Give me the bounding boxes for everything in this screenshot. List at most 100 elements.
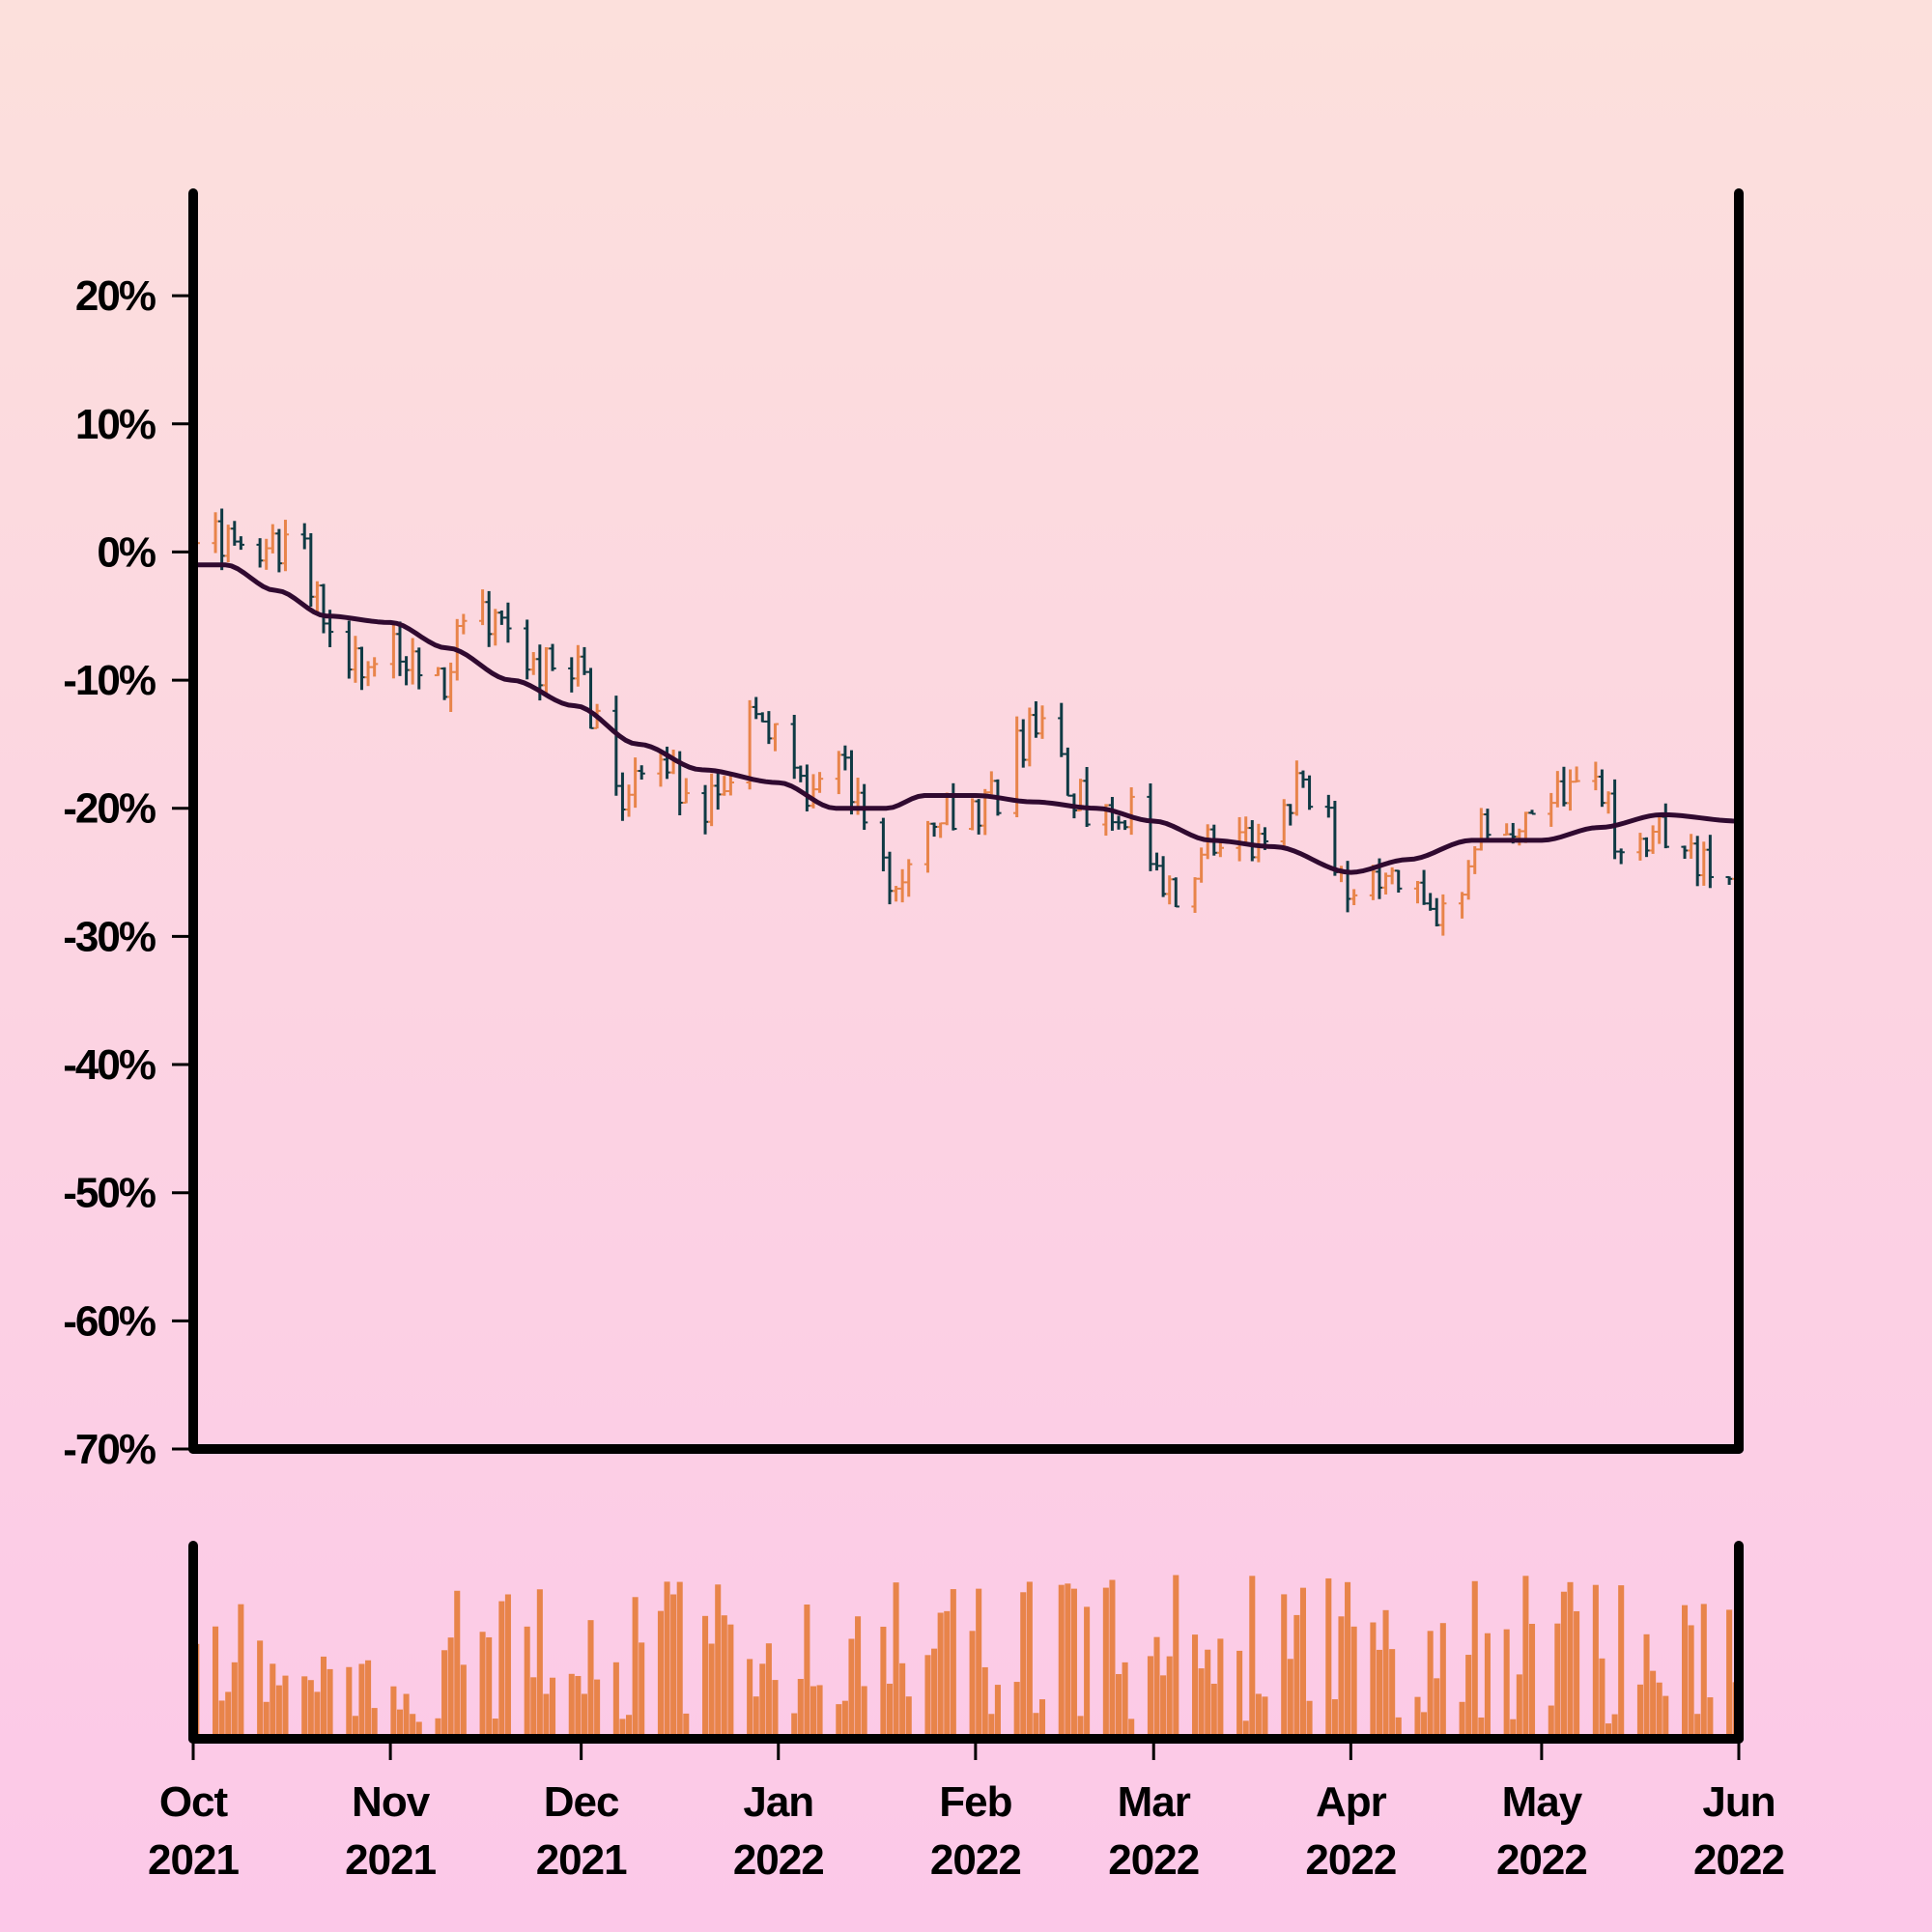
volume-bar	[1478, 1717, 1485, 1739]
volume-bar	[1210, 1684, 1217, 1739]
volume-bar	[1427, 1631, 1434, 1739]
volume-bar	[1077, 1716, 1084, 1739]
volume-bar	[479, 1632, 486, 1739]
ohlc-bar	[549, 643, 556, 671]
ohlc-bar	[300, 523, 308, 550]
volume-bar	[575, 1675, 582, 1739]
volume-bar	[804, 1604, 810, 1739]
volume-bar	[708, 1643, 715, 1739]
ohlc-bar	[803, 764, 811, 811]
ohlc-bar	[1464, 860, 1472, 900]
ohlc-bar	[1636, 833, 1644, 861]
volume-bar	[905, 1696, 912, 1739]
volume-bar	[1020, 1592, 1027, 1739]
x-tick-label-year: 2022	[930, 1836, 1021, 1884]
volume-bar	[664, 1581, 670, 1739]
volume-bar	[619, 1719, 626, 1739]
volume-bar	[1650, 1670, 1657, 1739]
x-tick-label-month: Mar	[1118, 1778, 1191, 1826]
ohlc-bar	[1058, 702, 1065, 757]
x-tick-label-year: 2022	[1496, 1836, 1587, 1884]
volume-bar	[1262, 1696, 1268, 1739]
ohlc-bar	[1147, 782, 1154, 871]
volume-bar	[1694, 1714, 1701, 1739]
ohlc-bar	[714, 771, 722, 810]
volume-bar	[1236, 1650, 1243, 1739]
volume-bar	[816, 1685, 823, 1739]
y-tick-label: -70%	[63, 1426, 156, 1473]
volume-bar	[1065, 1583, 1071, 1739]
ohlc-bar	[1127, 787, 1135, 836]
ohlc-bar	[586, 668, 595, 729]
volume-bar	[1115, 1673, 1122, 1739]
ohlc-bar	[612, 696, 620, 796]
volume-bar	[492, 1719, 498, 1739]
ohlc-bar	[1242, 816, 1250, 844]
volume-bar	[639, 1642, 645, 1739]
volume-bar	[1192, 1634, 1199, 1739]
x-tick-label-month: Dec	[544, 1778, 619, 1826]
volume-bar	[218, 1700, 225, 1739]
volume-bar	[1611, 1714, 1618, 1739]
ohlc-bar	[574, 644, 582, 687]
volume-bar	[594, 1679, 601, 1739]
volume-bar	[1459, 1701, 1465, 1739]
ohlc-bar	[224, 525, 232, 563]
volume-bar	[447, 1637, 454, 1739]
ohlc-bar	[1592, 761, 1600, 791]
y-tick-label: 0%	[97, 528, 155, 576]
volume-bar	[1026, 1581, 1033, 1739]
volume-bar	[1688, 1625, 1694, 1739]
ohlc-bar	[345, 620, 353, 679]
y-tick-label: 10%	[75, 401, 156, 448]
volume-bar	[1013, 1682, 1020, 1739]
volume-bar	[981, 1666, 988, 1739]
ohlc-bar	[1420, 869, 1428, 905]
ohlc-bar	[879, 817, 888, 871]
ohlc-bar	[797, 765, 805, 782]
ohlc-bar	[1026, 707, 1034, 767]
x-tick-label-year: 2021	[536, 1836, 627, 1884]
ohlc-bars	[192, 508, 1740, 936]
volume-bar	[371, 1708, 378, 1739]
volume-bar	[836, 1704, 842, 1739]
ohlc-bar	[1471, 846, 1479, 874]
volume-bar	[931, 1648, 938, 1739]
ohlc-bar	[765, 711, 773, 745]
ohlc-bar	[1287, 804, 1294, 826]
volume-bar	[238, 1604, 244, 1739]
volume-bar	[263, 1701, 270, 1739]
volume-bar	[1574, 1610, 1580, 1739]
ohlc-bar	[1439, 894, 1447, 936]
volume-bar	[1636, 1684, 1643, 1739]
volume-bar	[988, 1714, 995, 1739]
ohlc-bar	[1331, 800, 1339, 876]
volume-bar	[301, 1676, 308, 1739]
ohlc-bar	[492, 609, 499, 646]
ohlc-bar	[389, 623, 398, 679]
volume-bar	[1255, 1693, 1262, 1739]
ohlc-bar	[1198, 847, 1206, 883]
x-tick-label-month: Feb	[939, 1778, 1011, 1826]
ohlc-bar	[568, 657, 576, 693]
ohlc-bar	[937, 822, 945, 838]
volume-bar	[231, 1662, 238, 1739]
ohlc-bar	[1293, 760, 1301, 816]
x-tick-label-year: 2022	[1305, 1836, 1396, 1884]
ohlc-bar	[708, 773, 716, 827]
ohlc-bar	[307, 532, 315, 608]
volume-bar	[1147, 1656, 1153, 1739]
y-axis-ticks: 20% 10% 0% -10% -20% -30% -40% -50% -60% -70%	[63, 272, 193, 1473]
ohlc-bar	[497, 610, 505, 625]
volume-bar	[282, 1675, 289, 1739]
ohlc-bar	[1605, 791, 1612, 814]
volume-bar	[1153, 1636, 1160, 1739]
y-tick-label: -60%	[63, 1297, 156, 1345]
ohlc-bar	[529, 652, 537, 675]
volume-bar	[365, 1660, 372, 1739]
ohlc-bar	[1503, 823, 1511, 837]
volume-bar	[1293, 1614, 1300, 1739]
ohlc-bar	[1598, 769, 1606, 808]
volume-bar	[346, 1666, 353, 1739]
